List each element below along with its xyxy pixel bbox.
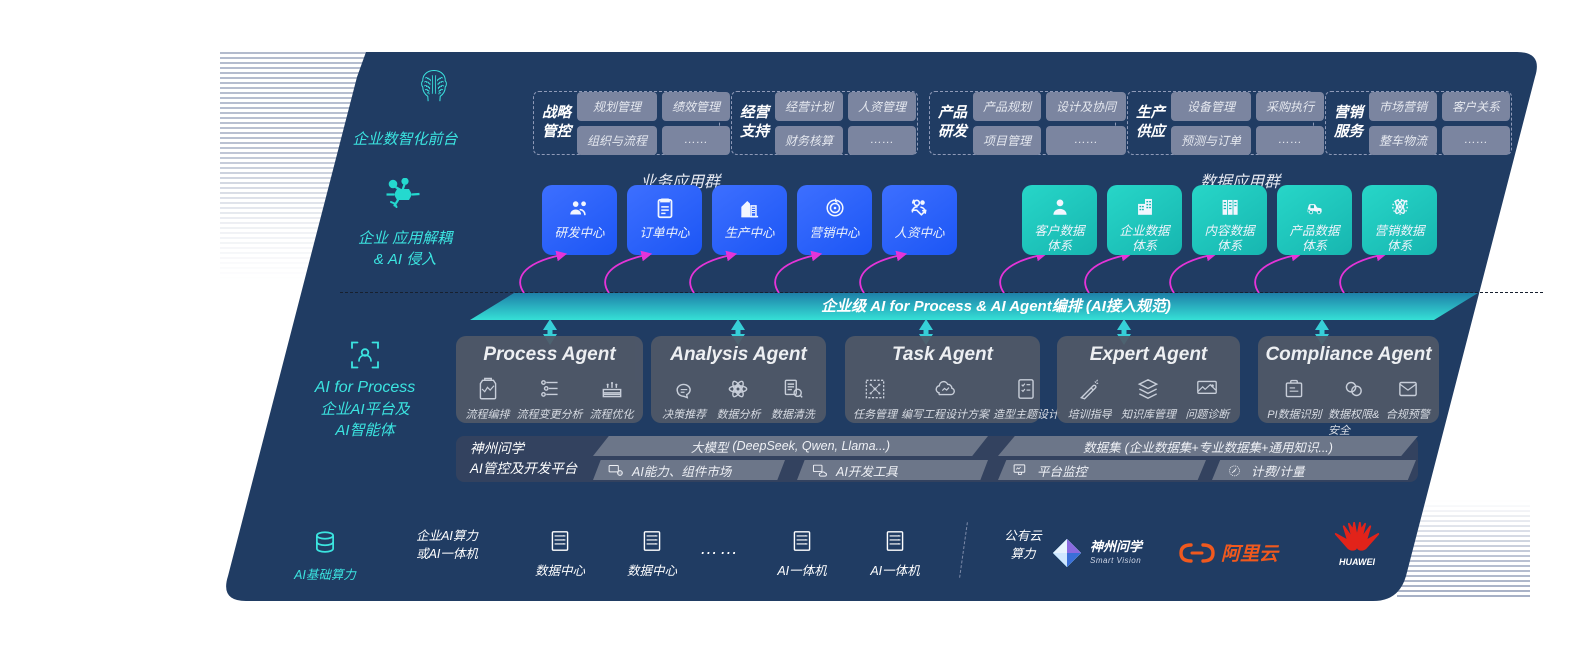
- svg-text:阿里云: 阿里云: [1221, 544, 1280, 565]
- svg-text:神州问学: 神州问学: [1090, 539, 1144, 554]
- svg-text:HUAWEI: HUAWEI: [1339, 557, 1375, 567]
- svg-text:Smart Vision: Smart Vision: [1090, 556, 1141, 565]
